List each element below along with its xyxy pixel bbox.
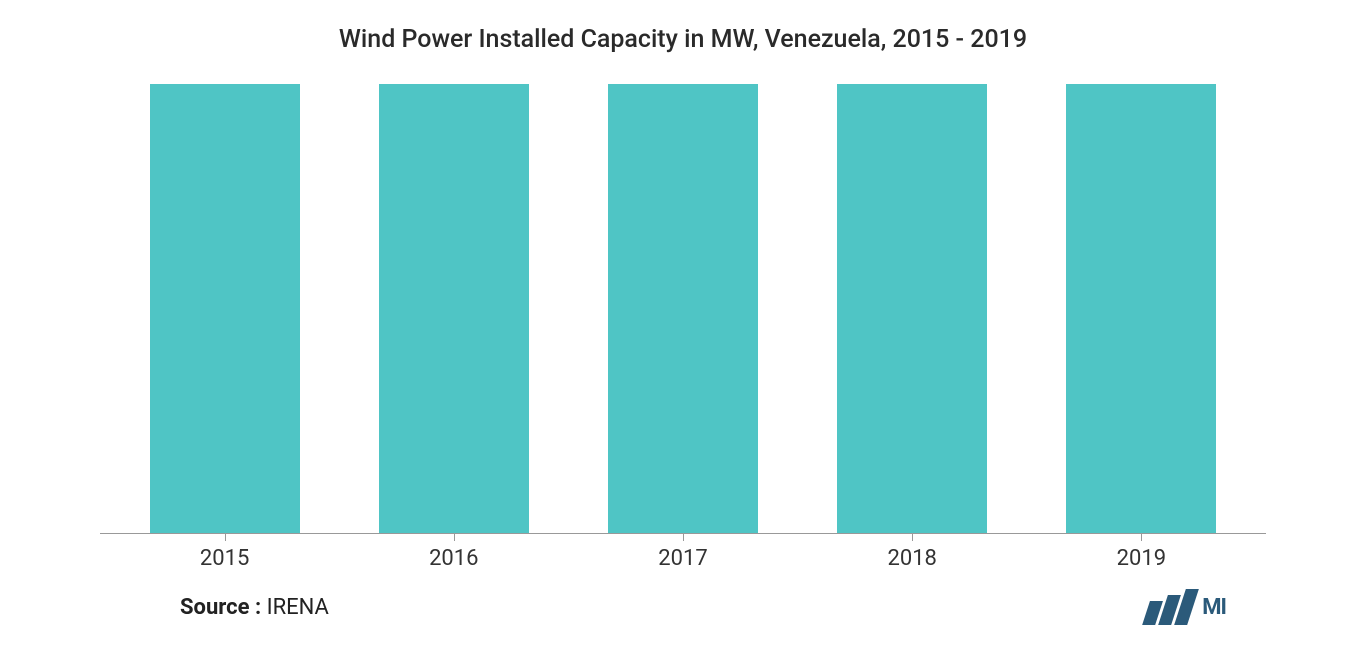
logo-bars-icon — [1142, 589, 1199, 625]
source-attribution: Source : IRENA — [180, 595, 329, 620]
axis-tick — [683, 533, 684, 541]
bar — [379, 84, 529, 533]
x-axis-label: 2019 — [1027, 546, 1256, 571]
axis-tick — [912, 533, 913, 541]
bar — [837, 84, 987, 533]
axis-tick — [454, 533, 455, 541]
axis-tick — [225, 533, 226, 541]
chart-title: Wind Power Installed Capacity in MW, Ven… — [40, 25, 1326, 54]
x-axis-label: 2017 — [568, 546, 797, 571]
logo-text: MI — [1202, 595, 1226, 620]
bar-group — [1027, 84, 1256, 533]
bar — [150, 84, 300, 533]
chart-footer: Source : IRENA MI — [40, 571, 1326, 625]
bars-region — [100, 84, 1266, 534]
x-axis-label: 2015 — [110, 546, 339, 571]
brand-logo: MI — [1148, 589, 1226, 625]
bar — [608, 84, 758, 533]
bar-group — [110, 84, 339, 533]
source-value: IRENA — [267, 595, 329, 620]
bar-group — [568, 84, 797, 533]
source-label: Source : — [180, 595, 261, 620]
x-axis-label: 2018 — [798, 546, 1027, 571]
bar-group — [798, 84, 1027, 533]
x-axis-label: 2016 — [339, 546, 568, 571]
chart-container: Wind Power Installed Capacity in MW, Ven… — [0, 0, 1366, 655]
bar — [1066, 84, 1216, 533]
plot-area: 20152016201720182019 — [40, 84, 1326, 571]
bar-group — [339, 84, 568, 533]
axis-tick — [1141, 533, 1142, 541]
